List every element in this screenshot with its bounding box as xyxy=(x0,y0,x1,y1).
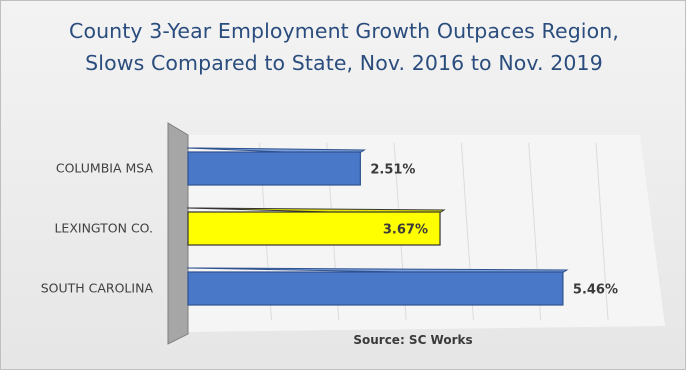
bar xyxy=(187,211,441,246)
chart-title: County 3-Year Employment Growth Outpaces… xyxy=(69,19,619,75)
bar xyxy=(187,151,361,186)
data-label: 5.46% xyxy=(573,283,618,298)
gridline xyxy=(595,142,609,321)
category-label: COLUMBIA MSA xyxy=(56,161,154,176)
data-label: 3.67% xyxy=(383,223,428,238)
data-label: 2.51% xyxy=(370,163,415,178)
category-label: LEXINGTON CO. xyxy=(54,221,153,236)
source-note: Source: SC Works xyxy=(353,333,472,347)
category-label: SOUTH CAROLINA xyxy=(41,281,154,296)
bar xyxy=(187,271,564,306)
left-wall xyxy=(167,122,189,345)
